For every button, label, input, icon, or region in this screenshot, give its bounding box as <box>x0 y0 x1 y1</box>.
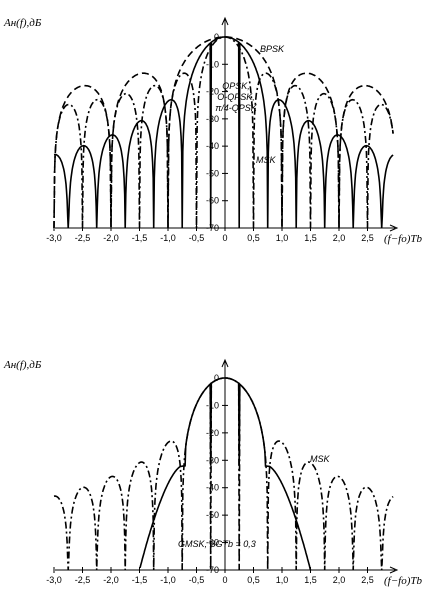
y-axis-label: Aн(f),дБ <box>3 17 42 29</box>
x-tick-label: -1,0 <box>160 575 176 585</box>
y-tick-label: -30 <box>206 455 219 465</box>
x-tick-label: 1,0 <box>276 233 289 243</box>
x-tick-label: -3,0 <box>46 233 62 243</box>
x-tick-label: 0 <box>222 575 227 585</box>
y-tick-label: -60 <box>206 196 219 206</box>
annotation-bpsk: BPSK <box>260 44 285 54</box>
y-tick-label: 0 <box>214 32 219 42</box>
x-tick-label: -2,0 <box>103 233 119 243</box>
x-axis-arrow <box>389 224 399 232</box>
y-axis-arrow <box>221 16 229 26</box>
x-tick-label: -2,5 <box>75 233 91 243</box>
x-tick-label: 1,0 <box>276 575 289 585</box>
y-tick-label: -70 <box>206 223 219 233</box>
y-tick-label: -20 <box>206 87 219 97</box>
x-tick-label: -1,5 <box>132 233 148 243</box>
x-tick-label: -1,5 <box>132 575 148 585</box>
x-tick-label: 1,5 <box>304 575 317 585</box>
y-tick-label: -60 <box>206 538 219 548</box>
series-msk-line <box>53 36 394 229</box>
x-tick-label: -2,5 <box>75 575 91 585</box>
series-bpsk-line <box>53 36 394 229</box>
y-axis-label: Aн(f),дБ <box>3 359 42 371</box>
x-tick-label: 2,5 <box>361 233 374 243</box>
y-tick-label: -20 <box>206 428 219 438</box>
series-gmsk-bgtb-0-3-line <box>139 377 312 571</box>
y-tick-label: -10 <box>206 59 219 69</box>
annotation-msk: MSK <box>310 454 331 464</box>
x-tick-label: 2,5 <box>361 575 374 585</box>
x-tick-label: -1,0 <box>160 233 176 243</box>
y-tick-label: -10 <box>206 400 219 410</box>
y-tick-label: -30 <box>206 114 219 124</box>
x-tick-label: 0 <box>222 233 227 243</box>
x-tick-label: -0,5 <box>189 233 205 243</box>
x-axis-arrow <box>389 566 399 574</box>
x-tick-label: 1,5 <box>304 233 317 243</box>
x-axis-label: (f−fo)Tb <box>384 233 422 245</box>
y-tick-label: -40 <box>206 141 219 151</box>
y-axis-arrow <box>221 358 229 368</box>
annotation-qpsk: QPSK, <box>222 81 250 91</box>
annotation-pi4qpsk: π/4-QPSK <box>215 103 258 113</box>
x-axis-label: (f−fo)Tb <box>384 575 422 587</box>
x-tick-label: 2,0 <box>333 233 346 243</box>
x-tick-label: -0,5 <box>189 575 205 585</box>
series-qpsk-o-qpsk-4-qpsk-line <box>53 36 394 229</box>
y-tick-label: -70 <box>206 565 219 575</box>
y-tick-label: -40 <box>206 483 219 493</box>
x-tick-label: -3,0 <box>46 575 62 585</box>
x-tick-label: 0,5 <box>247 233 260 243</box>
annotation-gmsk: GMSK, BGTb = 0,3 <box>178 539 256 549</box>
y-tick-label: 0 <box>214 373 219 383</box>
series-msk-line <box>53 377 394 571</box>
x-tick-label: 2,0 <box>333 575 346 585</box>
annotation-msk: MSK <box>256 155 277 165</box>
x-tick-label: -2,0 <box>103 575 119 585</box>
y-tick-label: -50 <box>206 168 219 178</box>
y-tick-label: -50 <box>206 510 219 520</box>
x-tick-label: 0,5 <box>247 575 260 585</box>
annotation-oqpsk: O-QPSK, <box>217 92 255 102</box>
